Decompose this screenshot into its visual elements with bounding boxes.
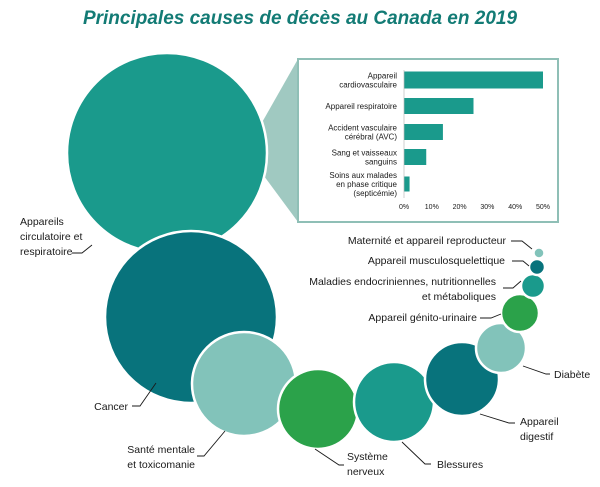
leader-lines-layer: [72, 240, 550, 466]
leader-line-10: [511, 240, 533, 250]
inset-bar-0: [404, 71, 543, 89]
bubble-label-2: Santé mentale et toxicomanie: [127, 444, 195, 471]
inset-x-tick-5: 50%: [536, 204, 550, 211]
inset-x-tick-1: 10%: [425, 204, 439, 211]
bubble-label-3: Système nerveux: [347, 451, 388, 478]
bubble-label-7: Appareil génito-urinaire: [368, 312, 477, 324]
bubble-label-9: Appareil musculosquelettique: [368, 255, 505, 267]
leader-line-1: [132, 382, 157, 407]
inset-category-label-4: Soins aux malades en phase critique (septi…: [329, 171, 397, 198]
bubble-label-0: Appareils circulatoire et respiratoire: [20, 216, 83, 258]
bubble-10: [532, 246, 546, 260]
bubble-label-1: Cancer: [94, 401, 128, 413]
zoom-funnel: [256, 59, 298, 222]
inset-x-tick-2: 20%: [453, 204, 467, 211]
inset-bar-4: [404, 176, 410, 192]
leader-line-2: [197, 430, 226, 457]
inset-x-tick-3: 30%: [480, 204, 494, 211]
bubble-7: [499, 292, 541, 334]
bubble-9: [527, 257, 547, 277]
inset-bar-2: [404, 124, 443, 140]
bubble-3: [276, 367, 360, 451]
leader-line-3: [314, 448, 344, 466]
inset-category-label-2: Accident vasculaire cérébral (AVC): [328, 124, 397, 142]
inset-x-tick-4: 40%: [508, 204, 522, 211]
bubbles-layer: [65, 51, 547, 451]
leader-line-4: [401, 441, 431, 465]
leader-line-6: [522, 365, 550, 375]
leader-line-7: [480, 313, 502, 319]
inset-x-tick-0: 0%: [399, 204, 409, 211]
bubble-labels-layer: Appareils circulatoire et respiratoire Canc…: [20, 216, 590, 478]
inset-bar-1: [404, 98, 474, 114]
inset-bar-3: [404, 149, 427, 165]
bubble-8: [519, 272, 547, 300]
bubble-label-4: Blessures: [437, 459, 483, 471]
leader-line-5: [479, 413, 515, 424]
inset-category-label-1: Appareil respiratoire: [325, 102, 397, 111]
bubble-label-6: Diabète: [554, 369, 590, 381]
bubble-label-5: Appareil digestif: [520, 416, 559, 443]
chart-title: Principales causes de décès au Canada en…: [83, 8, 518, 29]
inset-category-label-3: Sang et vaisseaux sanguins: [332, 149, 397, 167]
bubble-6: [474, 321, 528, 375]
leader-line-9: [512, 260, 530, 267]
leader-line-0: [72, 244, 93, 254]
bubble-label-10: Maternité et appareil reproducteur: [348, 235, 507, 247]
bubble-label-8: Maladies endocriniennes, nutritionnelles…: [309, 276, 496, 303]
bubble-0: [65, 51, 269, 255]
inset-category-label-0: Appareil cardiovasculaire: [339, 72, 397, 90]
inset-bar-chart: Appareil cardiovasculaire Appareil respira…: [325, 70, 550, 211]
leader-line-8: [503, 280, 522, 289]
bubble-4: [352, 360, 436, 444]
